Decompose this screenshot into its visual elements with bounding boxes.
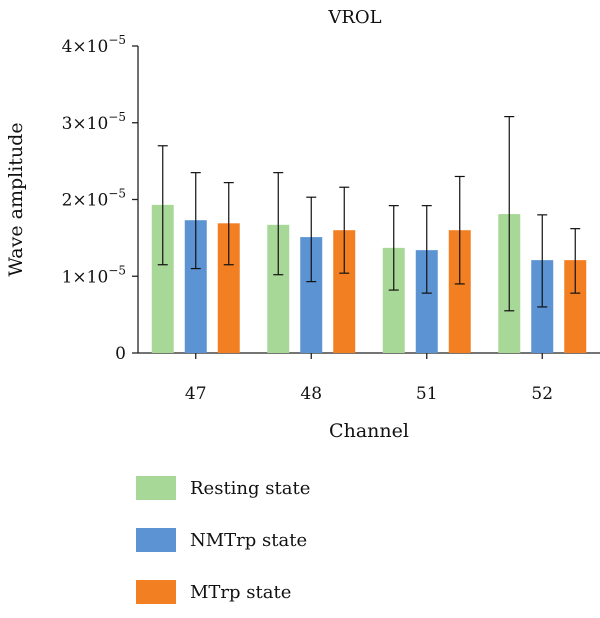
x-tick-label: 52 xyxy=(531,384,553,404)
bar-nmtrp-state-47 xyxy=(184,220,207,353)
legend-label: NMTrp state xyxy=(190,529,308,551)
legend-swatch xyxy=(136,528,176,552)
legend-swatch xyxy=(136,580,176,604)
chart-title: VROL xyxy=(327,7,381,28)
chart-svg: VROL 01×10−52×10−53×10−54×10−5 47 48 51 52 … xyxy=(5,7,600,442)
legend: Resting state NMTrp state MTrp state xyxy=(136,462,310,618)
bars xyxy=(151,204,587,353)
y-axis-title: Wave amplitude xyxy=(5,122,27,276)
y-tick-label: 3×10−5 xyxy=(62,110,126,134)
y-tick-label: 2×10−5 xyxy=(62,187,126,211)
bar-resting-state-47 xyxy=(151,204,174,353)
bar-mtrp-state-51 xyxy=(448,230,471,353)
bar-mtrp-state-47 xyxy=(217,223,240,353)
legend-item: Resting state xyxy=(136,462,310,514)
bar-mtrp-state-48 xyxy=(333,230,356,353)
bar-mtrp-state-52 xyxy=(564,260,587,353)
error-bars xyxy=(157,116,581,312)
legend-item: MTrp state xyxy=(136,566,310,618)
y-tick-label: 4×10−5 xyxy=(62,33,126,57)
legend-label: Resting state xyxy=(190,477,311,499)
y-axis: 0 1×10−5 2×10−5 3×10−5 4×10−5 xyxy=(62,33,139,364)
bar-resting-state-48 xyxy=(267,224,290,353)
x-tick-label: 47 xyxy=(185,384,207,404)
bar-nmtrp-state-51 xyxy=(415,250,438,353)
bar-nmtrp-state-48 xyxy=(300,237,323,353)
x-axis-title: Channel xyxy=(329,420,409,442)
y-tick-label: 1×10−5 xyxy=(62,263,126,287)
legend-label: MTrp state xyxy=(190,581,292,603)
x-tick-label: 48 xyxy=(300,384,322,404)
x-axis: 47 48 51 52 xyxy=(138,352,600,404)
legend-swatch xyxy=(136,476,176,500)
x-tick-label: 51 xyxy=(416,384,438,404)
legend-item: NMTrp state xyxy=(136,514,310,566)
bar-resting-state-51 xyxy=(382,247,405,353)
y-tick-label: 0 xyxy=(115,344,126,364)
